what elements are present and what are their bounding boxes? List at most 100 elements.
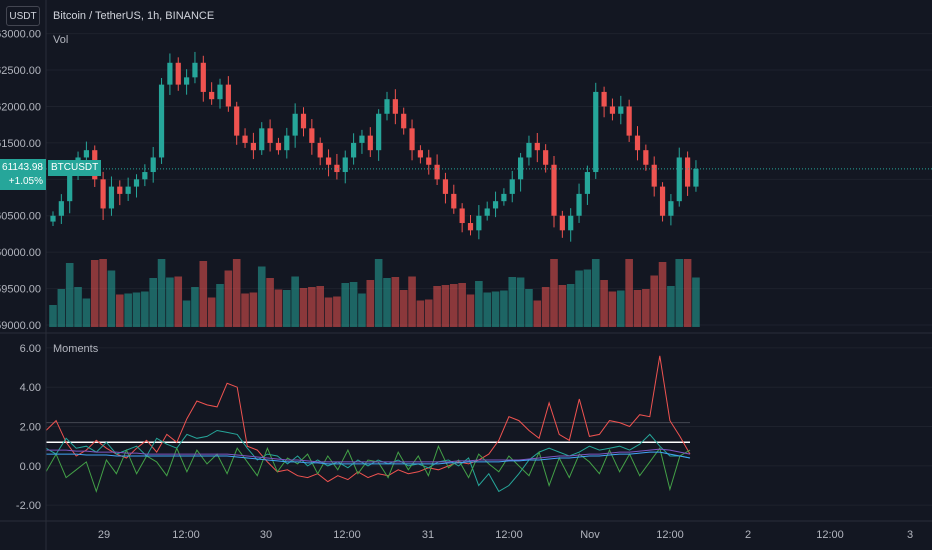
currency-badge[interactable]: USDT: [6, 6, 40, 26]
time-tick-label: 12:00: [816, 529, 844, 541]
candle-body: [618, 106, 624, 114]
price-tick-label: 60500.00: [0, 211, 41, 223]
indicator-tick-label: 2.00: [20, 422, 41, 434]
candle-body: [593, 91, 599, 173]
volume-bar: [583, 269, 592, 327]
volume-bar: [658, 262, 667, 327]
volume-bar: [591, 259, 600, 327]
volume-bar: [224, 270, 233, 327]
candle-body: [167, 62, 173, 85]
volume-bar: [475, 281, 483, 327]
moments-line: [45, 355, 691, 483]
candle-body: [117, 186, 123, 194]
volume-bar: [249, 292, 258, 327]
candle-body: [342, 157, 348, 173]
volume-bar: [600, 280, 608, 327]
volume-bar: [408, 276, 416, 327]
time-axis[interactable]: 29 12:00 30 12:00 31 12:00 Nov 12:00 2 12:00 3: [98, 529, 913, 541]
volume-bar: [74, 287, 82, 327]
candle-body: [83, 150, 89, 158]
moments-line: [45, 444, 691, 493]
candle-body: [100, 179, 106, 209]
candle-body: [242, 135, 248, 143]
time-tick-label: 30: [260, 529, 272, 541]
candle-body: [259, 128, 265, 151]
volume-bar: [391, 277, 400, 327]
indicator-label[interactable]: Moments: [53, 343, 99, 355]
candlestick-series: [50, 51, 699, 242]
volume-bar: [424, 299, 433, 327]
indicator-tick-label: 4.00: [20, 382, 41, 394]
volume-bar: [182, 300, 191, 327]
volume-bar: [533, 300, 542, 327]
candle-body: [133, 179, 140, 187]
volume-bar: [483, 292, 491, 327]
volume-bar: [90, 260, 99, 327]
moments-series: [45, 355, 691, 493]
time-tick-label: 29: [98, 529, 110, 541]
volume-bar: [692, 277, 700, 327]
candle-body: [359, 135, 365, 143]
moments-line: [45, 429, 691, 493]
candle-body: [225, 84, 231, 107]
volume-bar: [675, 259, 684, 327]
volume-bar: [57, 289, 66, 327]
price-tick-label: 60000.00: [0, 247, 41, 259]
candle-body: [634, 135, 641, 151]
candle-body: [492, 201, 499, 209]
volume-label[interactable]: Vol: [53, 34, 69, 46]
volume-bar: [525, 289, 533, 327]
volume-bar: [274, 289, 283, 327]
indicator-axis[interactable]: 6.00 4.00 2.00 0.00 -2.00: [16, 343, 41, 512]
volume-bar: [266, 278, 274, 327]
volume-bar: [333, 296, 341, 327]
indicator-tick-label: 6.00: [20, 343, 41, 355]
candle-body: [292, 113, 298, 136]
volume-bar: [157, 259, 166, 327]
volume-bar: [558, 285, 567, 327]
volume-bar: [283, 290, 291, 327]
volume-bar: [99, 259, 107, 327]
volume-bar: [199, 261, 208, 327]
volume-bar: [124, 293, 132, 327]
volume-bar: [216, 284, 224, 327]
candle-body: [317, 142, 323, 158]
indicator-levels: [46, 422, 690, 444]
candle-body: [284, 135, 290, 151]
symbol-title[interactable]: Bitcoin / TetherUS, 1h, BINANCE: [53, 10, 215, 22]
volume-bar: [500, 290, 508, 327]
candle-body: [676, 157, 682, 202]
candle-body: [209, 91, 215, 100]
volume-bar: [491, 291, 500, 327]
time-tick-label: Nov: [580, 529, 600, 541]
candle-body: [551, 164, 557, 216]
candle-body: [192, 62, 198, 78]
candle-body: [643, 150, 649, 165]
candle-body: [651, 164, 657, 187]
time-tick-label: 12:00: [656, 529, 684, 541]
candle-body: [376, 113, 382, 151]
volume-bar: [299, 288, 308, 327]
volume-bar: [149, 278, 157, 327]
volume-bar: [399, 290, 408, 327]
candle-body: [367, 135, 373, 151]
candle-body: [250, 142, 256, 151]
volume-bar: [441, 285, 450, 327]
indicator-tick-label: -2.00: [16, 500, 41, 512]
candle-body: [175, 62, 181, 85]
candle-body: [217, 84, 223, 100]
candle-body: [267, 128, 273, 143]
volume-bar: [324, 297, 333, 327]
candle-body: [543, 150, 549, 165]
volume-bar: [383, 278, 391, 327]
volume-bar: [241, 293, 249, 327]
price-tick-label: 59500.00: [0, 284, 41, 296]
volume-bar: [207, 297, 216, 327]
volume-bar: [575, 270, 583, 327]
time-tick-label: 31: [422, 529, 434, 541]
volume-bar: [541, 287, 550, 327]
candle-body: [426, 157, 432, 165]
volume-bar: [566, 284, 575, 327]
